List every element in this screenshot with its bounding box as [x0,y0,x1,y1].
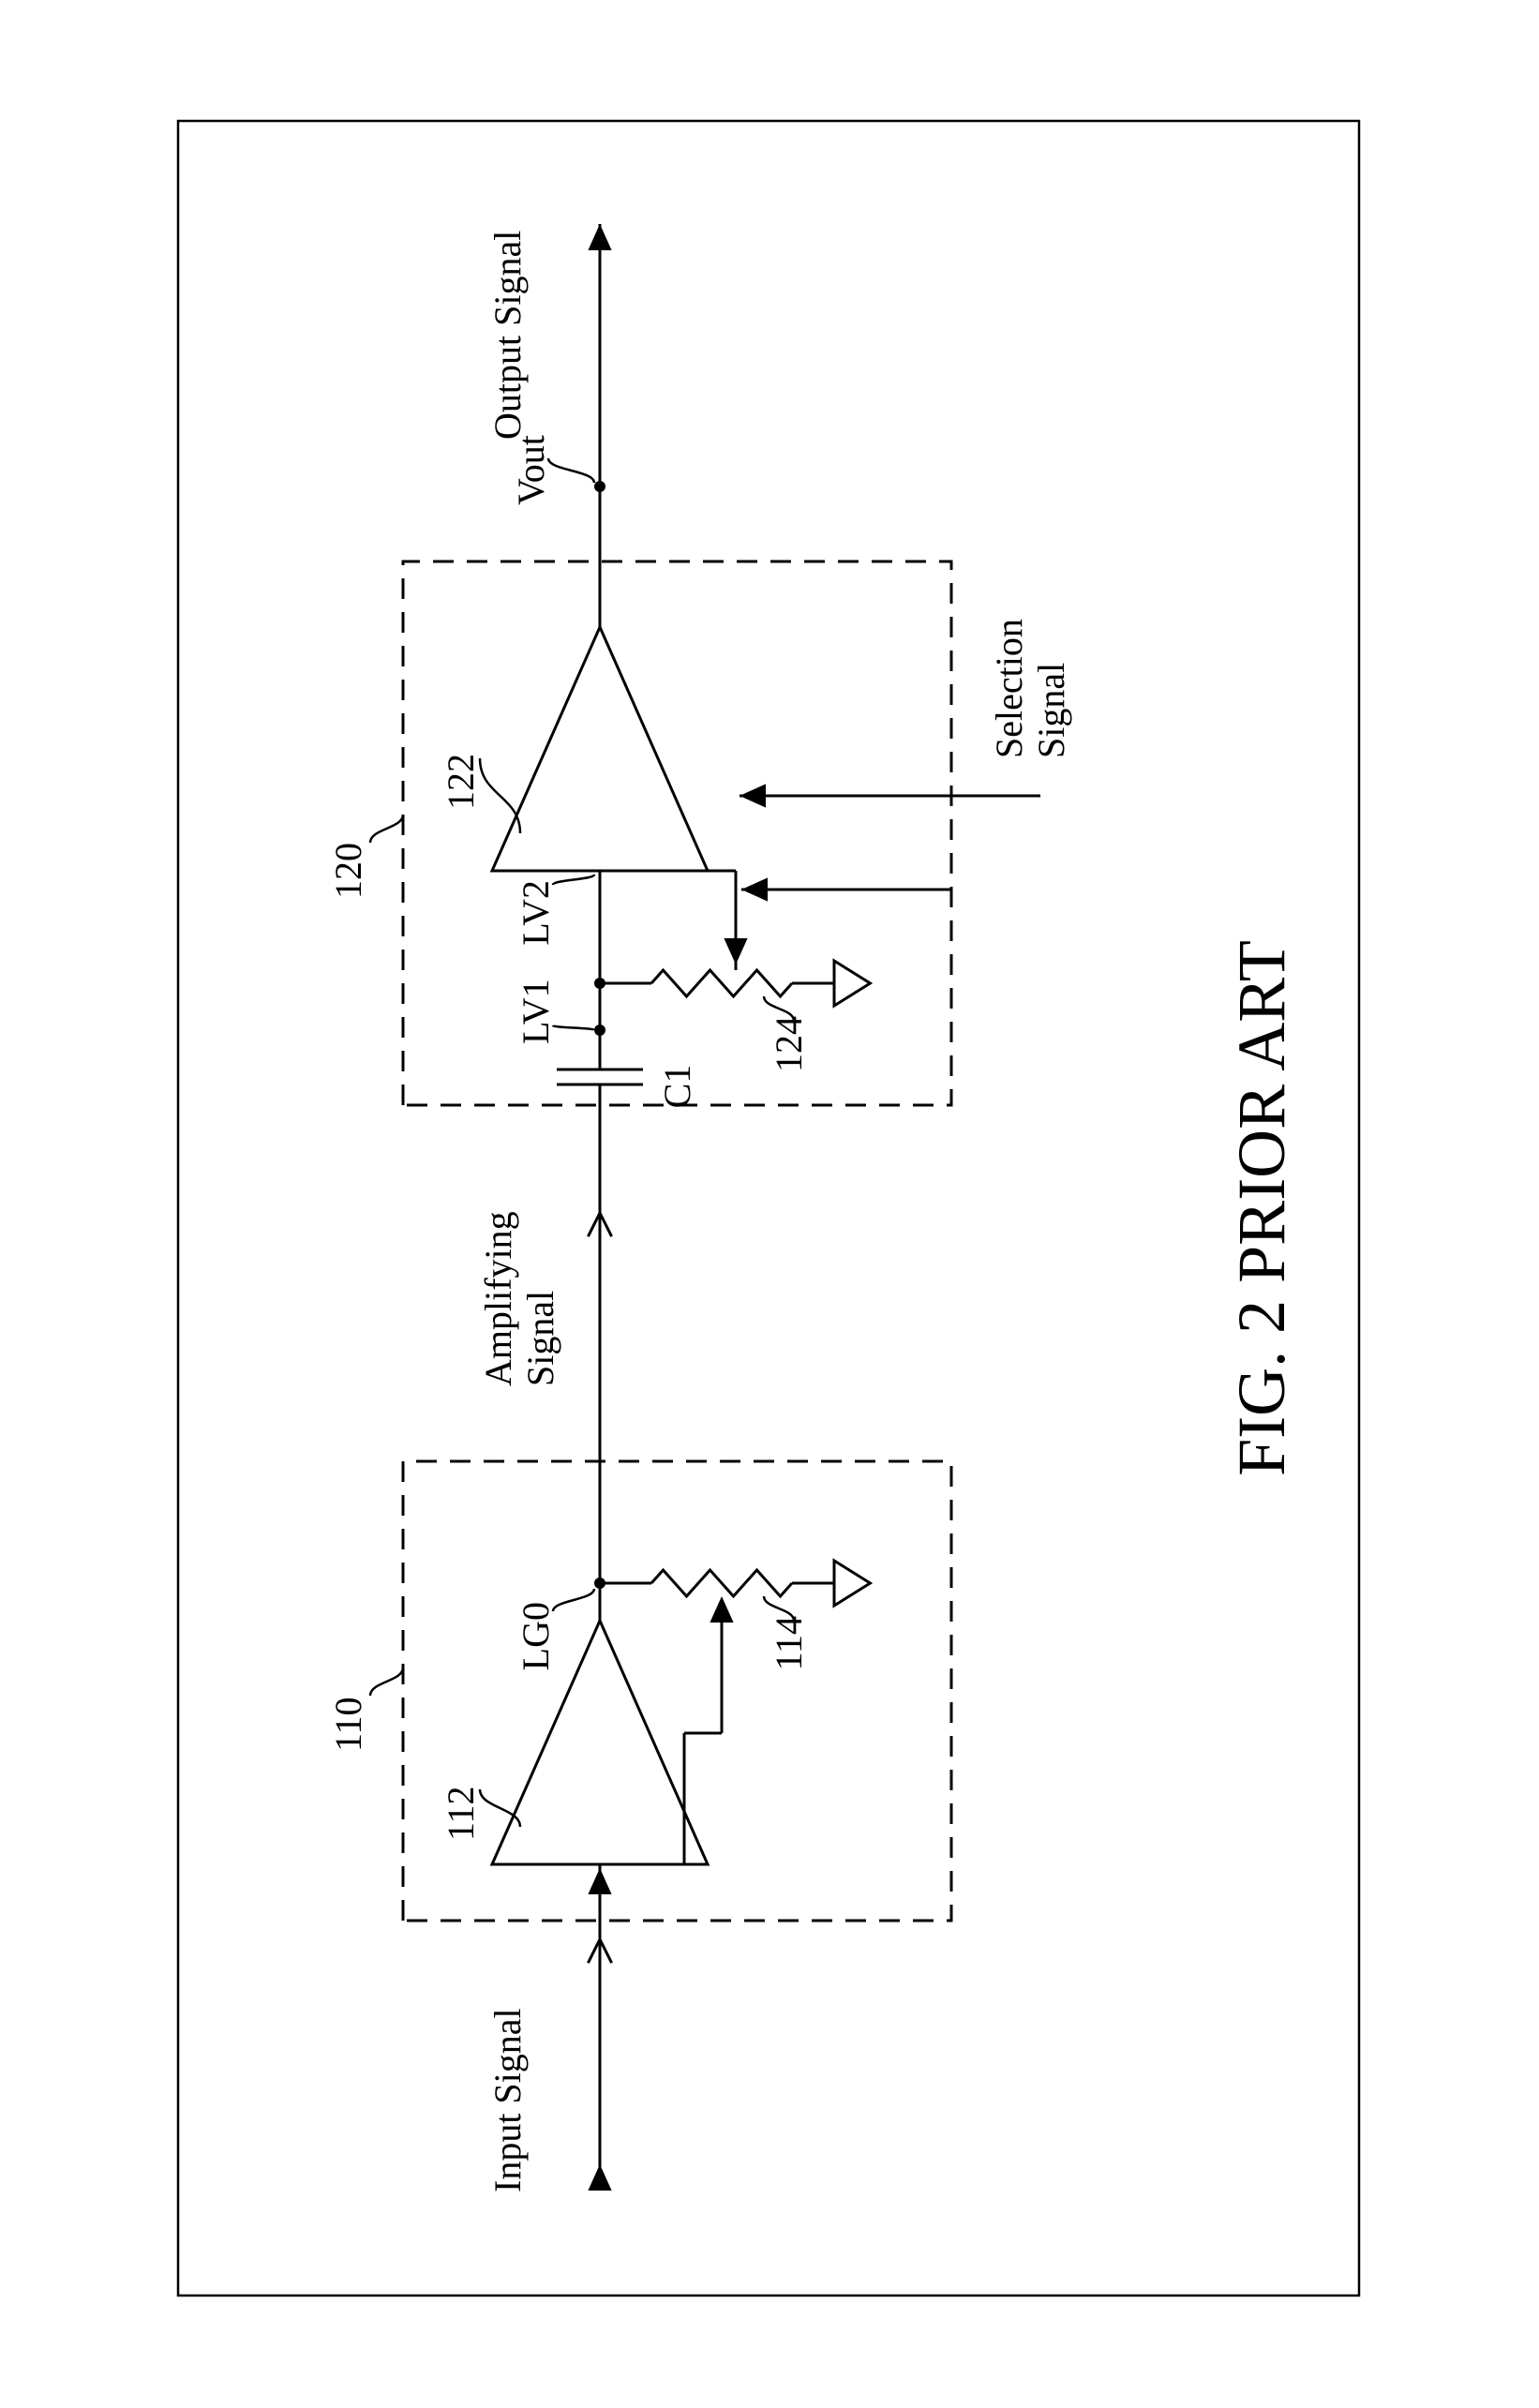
svg-text:LV2: LV2 [515,880,557,946]
svg-text:Selection: Selection [988,619,1030,758]
svg-text:Signal: Signal [1030,663,1072,758]
svg-text:Vout: Vout [510,435,552,505]
svg-text:114: 114 [768,1616,810,1671]
svg-text:LV1: LV1 [515,979,557,1044]
svg-text:122: 122 [440,754,482,810]
svg-text:110: 110 [327,1697,369,1752]
svg-text:Signal: Signal [519,1291,561,1386]
svg-text:C1: C1 [656,1065,698,1109]
svg-text:112: 112 [440,1786,482,1841]
svg-text:LG0: LG0 [515,1602,557,1670]
svg-text:120: 120 [327,843,369,899]
svg-text:124: 124 [768,1016,810,1072]
svg-text:Output Signal: Output Signal [486,231,529,440]
svg-text:Input Signal: Input Signal [486,2008,529,2192]
svg-text:FIG. 2 PRIOR ART: FIG. 2 PRIOR ART [1224,940,1299,1476]
svg-text:Amplifying: Amplifying [477,1211,519,1386]
